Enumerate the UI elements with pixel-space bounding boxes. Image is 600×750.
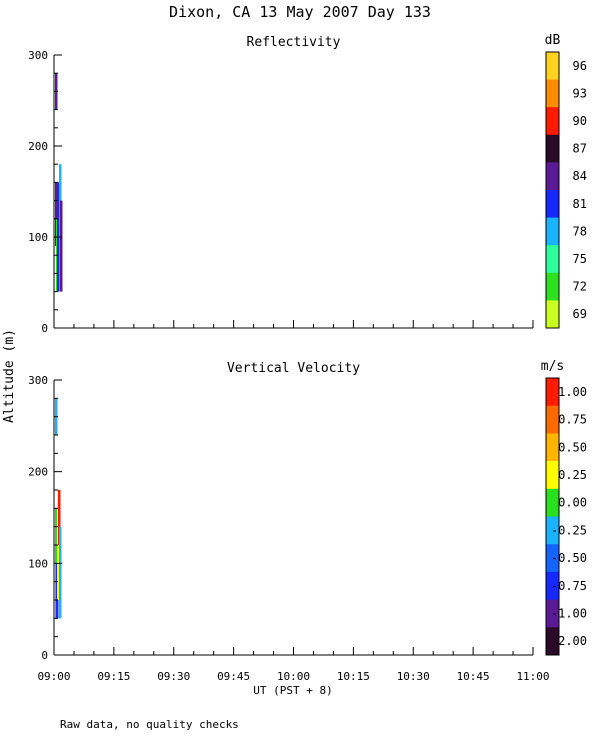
colorbar-label: 1.00 xyxy=(558,385,587,399)
colorbar-swatch xyxy=(546,571,559,601)
colorbar-label: -0.50 xyxy=(551,551,587,565)
colorbar-label: 75 xyxy=(573,252,587,266)
colorbar-label: -0.25 xyxy=(551,523,587,537)
x-tick-label: 09:30 xyxy=(157,670,190,683)
colorbar-swatch xyxy=(546,433,559,462)
colorbar-label: 0.25 xyxy=(558,468,587,482)
colorbar-unit: m/s xyxy=(541,359,564,374)
y-tick-label: 200 xyxy=(28,140,48,153)
colorbar-swatch xyxy=(546,461,559,490)
colorbar-label: 84 xyxy=(573,169,587,183)
colorbar-label: 0.00 xyxy=(558,496,587,510)
y-tick-label: 0 xyxy=(41,322,48,335)
colorbar-swatch xyxy=(546,378,559,407)
colorbar-label: 90 xyxy=(573,114,587,128)
colorbar-label: 0.50 xyxy=(558,440,587,454)
colorbar-swatch xyxy=(546,134,559,163)
colorbar-frame xyxy=(545,51,560,329)
chart-panel-1: Reflectivity 0 100 200 300 96 93 90 87 84 81 78 75 72… xyxy=(28,33,587,335)
chart-panel-2: Vertical Velocity 0 100 200 300 09:00 09:15 09:… xyxy=(28,359,587,683)
colorbar-swatch xyxy=(546,300,559,329)
x-tick-label: 09:45 xyxy=(217,670,250,683)
x-axis-label: UT (PST + 8) xyxy=(253,684,332,697)
y-tick-label: 300 xyxy=(28,374,48,387)
colorbar-swatch xyxy=(546,405,559,434)
colorbar-swatch xyxy=(546,272,559,301)
colorbar-unit: dB xyxy=(545,33,561,48)
colorbar-swatch xyxy=(546,162,559,191)
colorbar-label: -0.75 xyxy=(551,579,587,593)
data-segment xyxy=(59,200,63,292)
colorbar-swatch xyxy=(546,516,559,545)
x-tick-label: 09:00 xyxy=(37,670,70,683)
colorbar-swatch xyxy=(546,79,559,108)
colorbar-swatch xyxy=(546,599,559,628)
colorbar-label: 0.75 xyxy=(558,413,587,427)
x-tick-label: 10:30 xyxy=(397,670,430,683)
y-tick-label: 0 xyxy=(41,649,48,662)
y-tick-label: 200 xyxy=(28,466,48,479)
colorbar-swatch xyxy=(546,488,559,517)
colorbar-label: 93 xyxy=(573,86,587,100)
colorbar-label: -1.00 xyxy=(551,606,587,620)
colorbar-frame xyxy=(545,377,560,656)
data-segment xyxy=(56,499,60,600)
colorbar-label: 69 xyxy=(573,307,587,321)
data-segment xyxy=(54,182,58,247)
y-tick-label: 300 xyxy=(28,49,48,62)
colorbar-swatch xyxy=(546,627,559,656)
colorbar-swatch xyxy=(546,52,559,81)
footnote: Raw data, no quality checks xyxy=(60,718,239,731)
y-axis-label: Altitude (m) xyxy=(2,329,17,423)
x-tick-label: 10:00 xyxy=(277,670,310,683)
x-tick-label: 10:45 xyxy=(457,670,490,683)
x-tick-label: 10:15 xyxy=(337,670,370,683)
colorbar-swatch xyxy=(546,245,559,274)
panel-title: Vertical Velocity xyxy=(227,361,360,376)
figure-title: Dixon, CA 13 May 2007 Day 133 xyxy=(169,3,431,21)
colorbar-label: 72 xyxy=(573,280,587,294)
y-tick-label: 100 xyxy=(28,231,48,244)
data-segment xyxy=(57,490,61,545)
panel-title: Reflectivity xyxy=(247,35,341,50)
x-tick-label: 11:00 xyxy=(516,670,549,683)
colorbar-label: 87 xyxy=(573,142,587,156)
y-tick-label: 100 xyxy=(28,557,48,570)
data-segment xyxy=(58,526,62,619)
colorbar-swatch xyxy=(546,544,559,573)
colorbar-label: 96 xyxy=(573,59,587,73)
colorbar-label: -2.00 xyxy=(551,634,587,648)
colorbar-swatch xyxy=(546,217,559,246)
colorbar-swatch xyxy=(546,107,559,136)
x-tick-label: 09:15 xyxy=(97,670,130,683)
colorbar-swatch xyxy=(546,190,559,219)
colorbar-label: 78 xyxy=(573,224,587,238)
colorbar-label: 81 xyxy=(573,197,587,211)
